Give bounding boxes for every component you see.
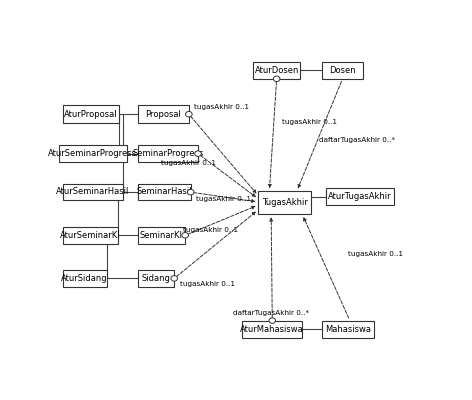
Text: AturMahasiswa: AturMahasiswa xyxy=(240,324,304,334)
Text: AturSeminarProgress: AturSeminarProgress xyxy=(48,149,137,158)
FancyBboxPatch shape xyxy=(242,320,302,338)
FancyBboxPatch shape xyxy=(63,184,123,200)
FancyBboxPatch shape xyxy=(63,270,107,287)
Text: AturSidang: AturSidang xyxy=(61,274,108,283)
FancyBboxPatch shape xyxy=(59,145,126,162)
FancyBboxPatch shape xyxy=(138,145,198,162)
FancyBboxPatch shape xyxy=(322,62,362,79)
Text: AturTugasAkhir: AturTugasAkhir xyxy=(328,192,392,201)
FancyBboxPatch shape xyxy=(258,191,312,214)
Text: SeminarHasil: SeminarHasil xyxy=(136,188,192,196)
Text: tugasAkhir 0..1: tugasAkhir 0..1 xyxy=(196,196,251,202)
Text: tugasAkhir 0..1: tugasAkhir 0..1 xyxy=(180,281,235,287)
FancyBboxPatch shape xyxy=(138,270,174,287)
Text: daftarTugasAkhir 0..*: daftarTugasAkhir 0..* xyxy=(233,310,309,316)
Text: SeminarProgress: SeminarProgress xyxy=(132,149,203,158)
Circle shape xyxy=(273,76,280,82)
FancyBboxPatch shape xyxy=(63,227,118,244)
Text: tugasAkhir 0..1: tugasAkhir 0..1 xyxy=(161,160,217,166)
Text: tugasAkhir 0..1: tugasAkhir 0..1 xyxy=(348,251,403,257)
Text: daftarTugasAkhir 0..*: daftarTugasAkhir 0..* xyxy=(319,138,395,144)
FancyBboxPatch shape xyxy=(326,188,394,205)
Circle shape xyxy=(171,276,177,281)
FancyBboxPatch shape xyxy=(253,62,300,79)
Text: Sidang: Sidang xyxy=(142,274,170,283)
Text: Mahasiswa: Mahasiswa xyxy=(325,324,371,334)
Text: AturSeminarKI: AturSeminarKI xyxy=(60,231,120,240)
Text: Dosen: Dosen xyxy=(329,66,356,75)
Circle shape xyxy=(269,318,276,323)
FancyBboxPatch shape xyxy=(63,105,119,124)
Circle shape xyxy=(185,112,192,117)
Text: Proposal: Proposal xyxy=(145,110,181,119)
Text: AturSeminarHasil: AturSeminarHasil xyxy=(56,188,129,196)
Text: tugasAkhir 0..1: tugasAkhir 0..1 xyxy=(183,227,238,233)
Text: tugasAkhir 0..1: tugasAkhir 0..1 xyxy=(282,119,337,125)
Text: AturProposal: AturProposal xyxy=(64,110,118,119)
Text: tugasAkhir 0..1: tugasAkhir 0..1 xyxy=(194,104,249,110)
FancyBboxPatch shape xyxy=(322,320,374,338)
FancyBboxPatch shape xyxy=(138,227,185,244)
Circle shape xyxy=(182,232,188,238)
Text: TugasAkhir: TugasAkhir xyxy=(262,198,308,207)
Text: SeminarKI: SeminarKI xyxy=(140,231,183,240)
Circle shape xyxy=(195,151,201,156)
Circle shape xyxy=(187,189,194,195)
FancyBboxPatch shape xyxy=(138,184,191,200)
Text: AturDosen: AturDosen xyxy=(254,66,299,75)
FancyBboxPatch shape xyxy=(138,105,189,124)
